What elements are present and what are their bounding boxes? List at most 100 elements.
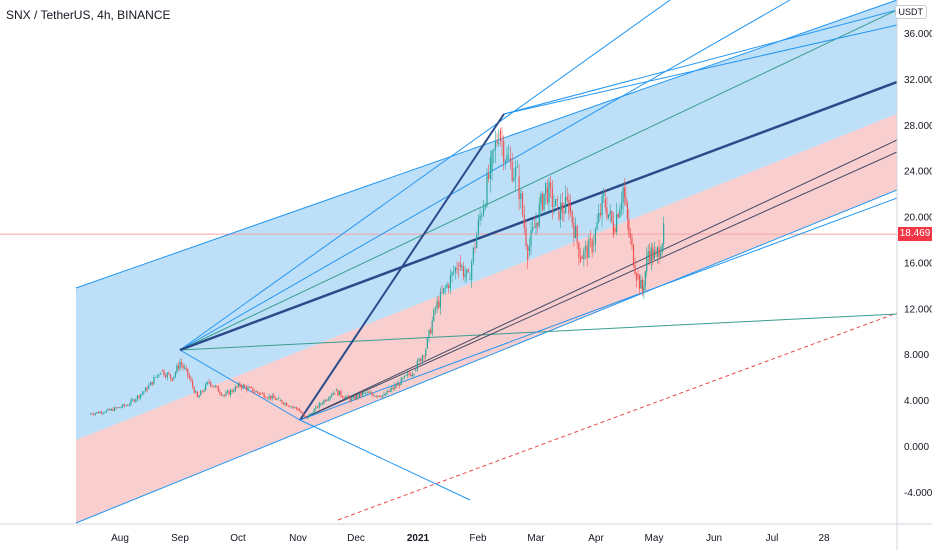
candle-body-60	[187, 368, 189, 376]
candle-body-33	[143, 391, 145, 393]
candle-body-166	[355, 395, 357, 400]
candle-body-127	[294, 407, 296, 408]
candle-body-241	[476, 234, 478, 248]
candle-body-39	[153, 377, 155, 385]
candle-body-162	[349, 398, 351, 402]
candle-body-77	[214, 385, 216, 387]
candle-body-221	[443, 288, 445, 293]
candle-body-143	[320, 403, 322, 405]
y-tick-label: 12.000	[904, 304, 932, 315]
currency-badge[interactable]: USDT	[894, 5, 927, 19]
candle-body-54	[177, 365, 180, 369]
candle-body-5	[97, 412, 100, 414]
candle-body-331	[625, 197, 627, 204]
candle-body-350	[653, 250, 655, 260]
candle-body-174	[368, 392, 370, 394]
candle-body-268	[521, 193, 524, 215]
fan-line-2	[179, 9, 898, 351]
candle-body-306	[584, 245, 587, 250]
candle-body-327	[619, 208, 621, 218]
candle-body-197	[403, 375, 405, 379]
candle-body-111	[268, 395, 270, 399]
candle-body-190	[392, 387, 394, 389]
x-tick-label: Dec	[347, 533, 365, 544]
candle-body-313	[596, 222, 598, 230]
candle-body-159	[344, 397, 347, 399]
candle-body-83	[223, 394, 226, 396]
candle-body-160	[346, 396, 348, 398]
candle-body-346	[647, 251, 649, 256]
candle-body-178	[374, 395, 376, 397]
candle-body-64	[193, 386, 195, 393]
candle-body-279	[540, 193, 542, 205]
candle-body-116	[276, 398, 278, 400]
candle-body-198	[405, 375, 407, 376]
candle-body-354	[659, 252, 662, 258]
candle-body-155	[338, 391, 340, 396]
candle-body-57	[182, 365, 184, 368]
candle-body-243	[479, 215, 481, 220]
candle-body-74	[209, 381, 212, 386]
candle-body-337	[634, 265, 636, 274]
candle-body-85	[226, 391, 229, 393]
y-tick-label: 24.000	[904, 167, 932, 178]
candle-body-343	[643, 286, 645, 292]
candle-body-196	[402, 378, 404, 379]
candle-body-82	[222, 394, 224, 396]
candle-body-99	[249, 387, 251, 388]
candle-body-150	[331, 395, 333, 397]
candle-body-238	[471, 262, 473, 280]
candle-body-58	[184, 367, 186, 369]
candle-body-316	[601, 196, 603, 216]
candle-body-308	[588, 239, 590, 258]
candle-body-345	[646, 255, 648, 272]
candle-body-242	[477, 219, 479, 235]
candle-body-47	[166, 373, 168, 378]
inner-line-2	[299, 151, 898, 421]
candle-body-38	[151, 382, 153, 385]
candle-body-282	[545, 182, 547, 194]
candle-body-233	[462, 266, 465, 277]
candle-body-347	[649, 250, 651, 262]
candle-body-170	[361, 392, 364, 396]
pitchfork-upper-line	[75, 0, 898, 289]
candle-body-319	[606, 207, 608, 218]
candle-body-53	[176, 365, 178, 373]
candle-body-140	[315, 406, 317, 410]
candle-body-69	[201, 390, 203, 392]
candle-body-51	[173, 376, 175, 379]
candle-body-61	[188, 374, 190, 379]
candle-body-169	[360, 393, 362, 396]
candle-body-163	[351, 398, 353, 401]
candle-body-152	[334, 392, 336, 394]
candle-body-351	[655, 250, 657, 252]
candle-body-264	[515, 167, 517, 178]
candle-body-245	[482, 207, 485, 216]
candle-body-195	[400, 378, 402, 386]
candle-body-95	[242, 385, 244, 389]
y-tick-label: 16.000	[904, 258, 932, 269]
candle-body-257	[503, 141, 505, 163]
candle-body-229	[456, 267, 458, 270]
candle-body-296	[568, 200, 570, 214]
candle-body-253	[496, 141, 498, 144]
candle-body-17	[117, 407, 119, 409]
fan-upper-1	[503, 24, 898, 115]
candle-body-96	[244, 385, 246, 387]
candle-body-224	[448, 285, 450, 289]
candle-body-167	[357, 395, 359, 398]
candle-body-182	[380, 396, 382, 398]
candle-body-20	[122, 404, 124, 408]
candle-body-106	[260, 393, 262, 395]
candle-body-48	[168, 373, 170, 375]
candle-body-210	[425, 349, 427, 357]
candle-body-246	[484, 205, 486, 208]
candle-body-184	[383, 393, 385, 396]
candle-body-285	[550, 182, 552, 188]
candle-body-6	[99, 411, 101, 414]
candle-body-9	[104, 412, 106, 414]
candle-body-91	[236, 386, 238, 388]
candle-body-286	[551, 187, 553, 208]
candle-body-13	[110, 408, 112, 411]
